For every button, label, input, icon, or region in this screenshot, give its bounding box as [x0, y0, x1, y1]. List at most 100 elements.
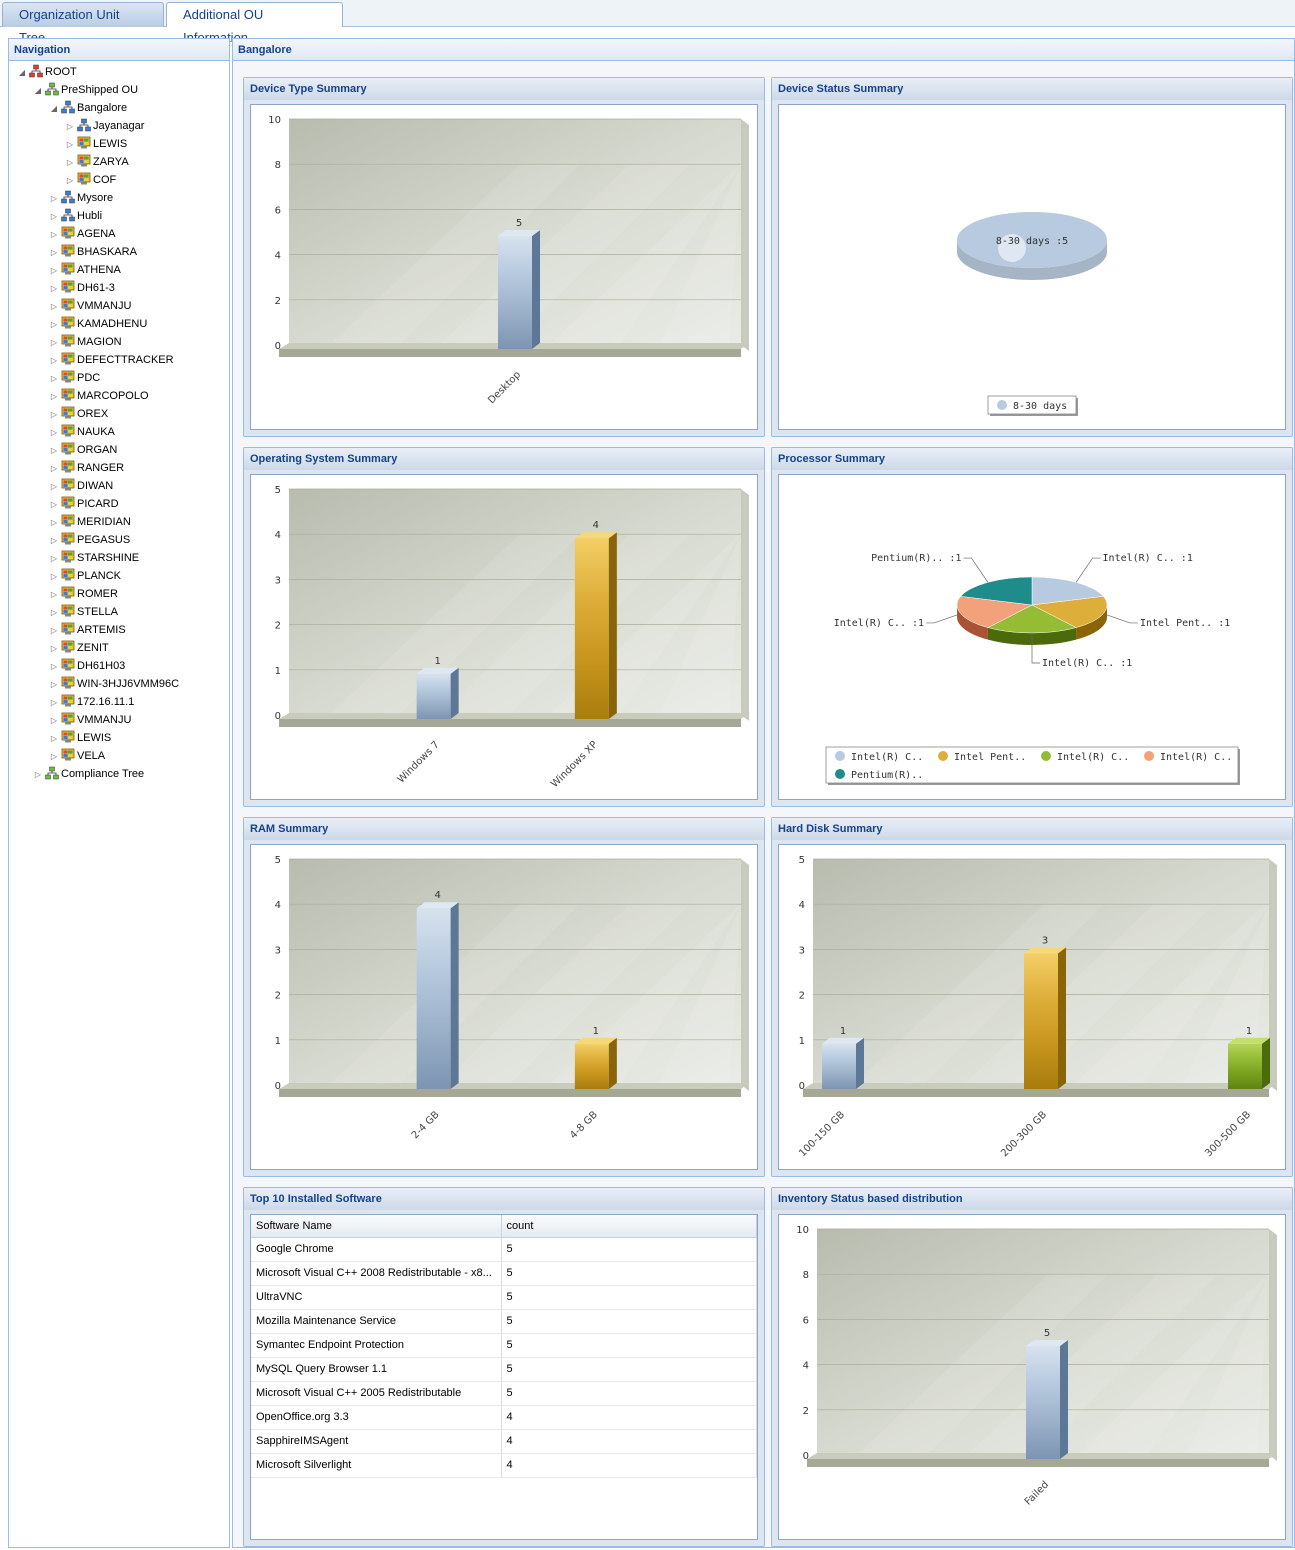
table-row[interactable]: OpenOffice.org 3.3 4	[251, 1405, 757, 1430]
tree-node[interactable]: ▷ Jayanagar	[63, 117, 144, 135]
collapse-triangle-icon[interactable]: ◢	[34, 86, 42, 95]
table-row[interactable]: Microsoft Silverlight 4	[251, 1453, 757, 1478]
expand-triangle-icon[interactable]: ▷	[50, 644, 58, 653]
column-header-count[interactable]: count	[501, 1215, 757, 1238]
expand-triangle-icon[interactable]: ▷	[50, 500, 58, 509]
tree-node[interactable]: ▷ DIWAN	[47, 477, 113, 495]
tree-node[interactable]: ▷ DH61-3	[47, 279, 115, 297]
tree-node[interactable]: ▷ VMMANJU	[47, 297, 131, 315]
table-row[interactable]: Google Chrome 5	[251, 1237, 757, 1262]
tree-node[interactable]: ▷ Hubli	[47, 207, 102, 225]
tree-node[interactable]: ▷ LEWIS	[47, 729, 111, 747]
expand-triangle-icon[interactable]: ▷	[50, 464, 58, 473]
tree-node[interactable]: ▷ WIN-3HJJ6VMM96C	[47, 675, 179, 693]
collapse-triangle-icon[interactable]: ◢	[50, 104, 58, 113]
tree-node[interactable]: ▷ DH61H03	[47, 657, 125, 675]
tree-node[interactable]: ▷ ARTEMIS	[47, 621, 126, 639]
expand-triangle-icon[interactable]: ▷	[50, 734, 58, 743]
expand-triangle-icon[interactable]: ▷	[50, 212, 58, 221]
table-row[interactable]: UltraVNC 5	[251, 1285, 757, 1310]
tree-node[interactable]: ▷ MARCOPOLO	[47, 387, 149, 405]
expand-triangle-icon[interactable]: ▷	[50, 284, 58, 293]
expand-triangle-icon[interactable]: ▷	[50, 446, 58, 455]
tree-node[interactable]: ▷ AGENA	[47, 225, 116, 243]
tree-node[interactable]: ▷ RANGER	[47, 459, 124, 477]
expand-triangle-icon[interactable]: ▷	[50, 680, 58, 689]
expand-triangle-icon[interactable]: ▷	[66, 122, 74, 131]
tree-node-label: PEGASUS	[77, 534, 131, 546]
tree-node[interactable]: ◢ PreShipped OU	[31, 81, 138, 99]
table-row[interactable]: Microsoft Visual C++ 2005 Redistributabl…	[251, 1381, 757, 1406]
tree-node[interactable]: ▷ ZARYA	[63, 153, 129, 171]
tree-node[interactable]: ▷ COF	[63, 171, 116, 189]
expand-triangle-icon[interactable]: ▷	[50, 482, 58, 491]
expand-triangle-icon[interactable]: ▷	[50, 392, 58, 401]
expand-triangle-icon[interactable]: ▷	[50, 626, 58, 635]
tab-additional-ou-information[interactable]: Additional OU Information	[166, 2, 343, 45]
tree-node[interactable]: ▷ ZENIT	[47, 639, 109, 657]
tree-node[interactable]: ▷ OREX	[47, 405, 108, 423]
collapse-triangle-icon[interactable]: ◢	[18, 68, 26, 77]
expand-triangle-icon[interactable]: ▷	[50, 752, 58, 761]
expand-triangle-icon[interactable]: ▷	[50, 266, 58, 275]
expand-triangle-icon[interactable]: ▷	[66, 140, 74, 149]
expand-triangle-icon[interactable]: ▷	[50, 518, 58, 527]
expand-triangle-icon[interactable]: ▷	[50, 662, 58, 671]
tree-node[interactable]: ▷ STARSHINE	[47, 549, 139, 567]
tree-node[interactable]: ◢ ROOT	[15, 63, 77, 81]
expand-triangle-icon[interactable]: ▷	[66, 158, 74, 167]
tree-node[interactable]: ▷ STELLA	[47, 603, 118, 621]
tree-node[interactable]: ▷ VMMANJU	[47, 711, 131, 729]
tree-node[interactable]: ▷ LEWIS	[63, 135, 127, 153]
table-row[interactable]: Microsoft Visual C++ 2008 Redistributabl…	[251, 1261, 757, 1286]
tree-node[interactable]: ▷ VELA	[47, 747, 105, 765]
tree-node[interactable]: ▷ ROMER	[47, 585, 118, 603]
expand-triangle-icon[interactable]: ▷	[50, 590, 58, 599]
tree-node[interactable]: ▷ PLANCK	[47, 567, 121, 585]
tree-node[interactable]: ▷ DEFECTTRACKER	[47, 351, 174, 369]
tree-node[interactable]: ◢ Bangalore	[47, 99, 127, 117]
expand-triangle-icon[interactable]: ▷	[50, 608, 58, 617]
tree-node[interactable]: ▷ PDC	[47, 369, 100, 387]
expand-triangle-icon[interactable]: ▷	[50, 410, 58, 419]
expand-triangle-icon[interactable]: ▷	[66, 176, 74, 185]
expand-triangle-icon[interactable]: ▷	[50, 572, 58, 581]
expand-triangle-icon[interactable]: ▷	[50, 554, 58, 563]
expand-triangle-icon[interactable]: ▷	[50, 374, 58, 383]
table-row[interactable]: SapphireIMSAgent 4	[251, 1429, 757, 1454]
tree-node[interactable]: ▷ PEGASUS	[47, 531, 130, 549]
expand-triangle-icon[interactable]: ▷	[50, 194, 58, 203]
computer-icon	[61, 406, 75, 419]
tree-node[interactable]: ▷ MAGION	[47, 333, 122, 351]
tree-node[interactable]: ▷ PICARD	[47, 495, 119, 513]
tree-node[interactable]: ▷ ORGAN	[47, 441, 117, 459]
expand-triangle-icon[interactable]: ▷	[50, 320, 58, 329]
expand-triangle-icon[interactable]: ▷	[50, 248, 58, 257]
navigation-panel: Navigation ◢ ROOT ◢ PreShipped OU ◢ Bangal…	[8, 38, 230, 1548]
tab-organization-unit-tree[interactable]: Organization Unit Tree	[2, 2, 164, 45]
expand-triangle-icon[interactable]: ▷	[50, 356, 58, 365]
tree-node[interactable]: ▷ NAUKA	[47, 423, 115, 441]
tree-node[interactable]: ▷ Mysore	[47, 189, 113, 207]
tree-node[interactable]: ▷ ATHENA	[47, 261, 121, 279]
tree-node[interactable]: ▷ MERIDIAN	[47, 513, 131, 531]
expand-triangle-icon[interactable]: ▷	[50, 698, 58, 707]
tree-node[interactable]: ▷ Compliance Tree	[31, 765, 144, 783]
expand-triangle-icon[interactable]: ▷	[34, 770, 42, 779]
expand-triangle-icon[interactable]: ▷	[50, 338, 58, 347]
table-row[interactable]: MySQL Query Browser 1.1 5	[251, 1357, 757, 1382]
tree-node[interactable]: ▷ 172.16.11.1	[47, 693, 134, 711]
table-row[interactable]: Mozilla Maintenance Service 5	[251, 1309, 757, 1334]
ram-chart: 0 1 2 3 4 5 4 2-4 GB 1 4-8 GB	[250, 844, 758, 1170]
pie-leader-line	[926, 613, 961, 624]
expand-triangle-icon[interactable]: ▷	[50, 230, 58, 239]
tree-node[interactable]: ▷ KAMADHENU	[47, 315, 147, 333]
table-row[interactable]: Symantec Endpoint Protection 5	[251, 1333, 757, 1358]
tree-node[interactable]: ▷ BHASKARA	[47, 243, 137, 261]
column-header-software-name[interactable]: Software Name	[251, 1215, 502, 1238]
expand-triangle-icon[interactable]: ▷	[50, 716, 58, 725]
expand-triangle-icon[interactable]: ▷	[50, 428, 58, 437]
expand-triangle-icon[interactable]: ▷	[50, 302, 58, 311]
count-cell: 4	[501, 1429, 757, 1454]
expand-triangle-icon[interactable]: ▷	[50, 536, 58, 545]
